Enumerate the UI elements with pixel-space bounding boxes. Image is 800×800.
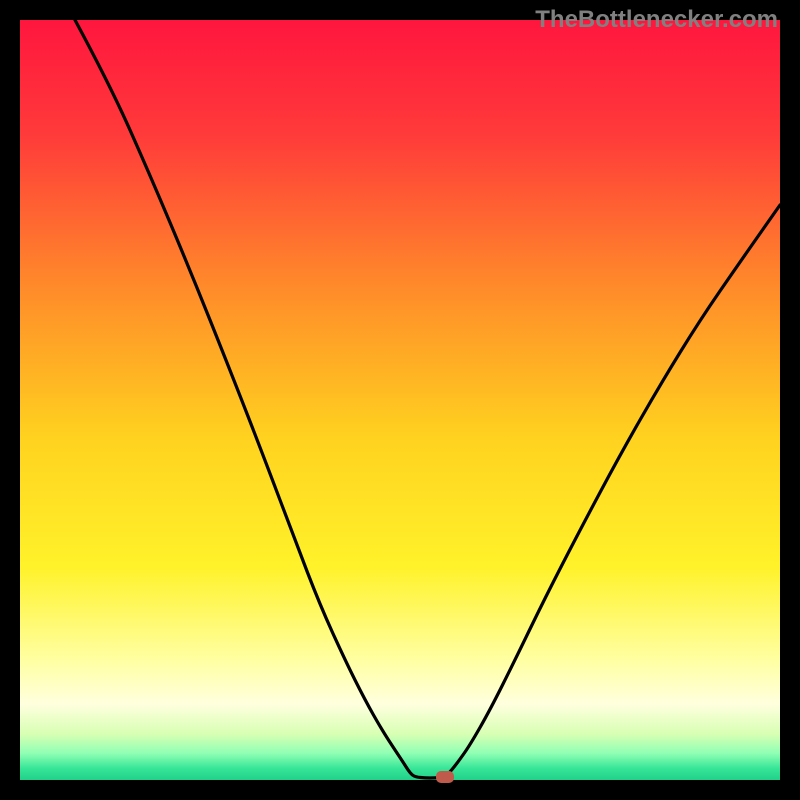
minimum-marker	[436, 771, 454, 783]
chart-container: TheBottlenecker.com	[0, 0, 800, 800]
chart-background	[20, 20, 780, 780]
chart-svg	[0, 0, 800, 800]
